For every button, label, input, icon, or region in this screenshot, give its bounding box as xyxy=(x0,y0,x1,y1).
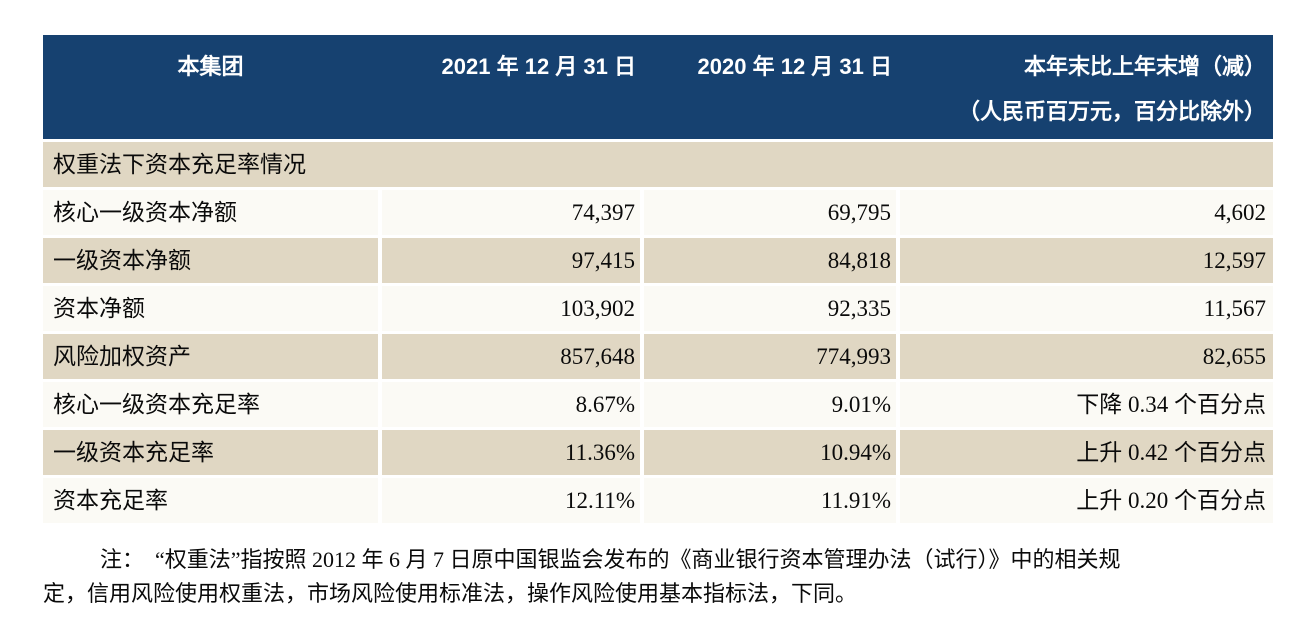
row-value-change: 4,602 xyxy=(900,190,1273,235)
row-value-change: 上升 0.20 个百分点 xyxy=(900,478,1273,523)
row-value-2020: 92,335 xyxy=(644,286,896,331)
header-col-2021: 2021 年 12 月 31 日 xyxy=(441,54,636,79)
row-value-2020: 69,795 xyxy=(644,190,896,235)
table-header: 本集团 2021 年 12 月 31 日 2020 年 12 月 31 日 本年… xyxy=(43,35,1273,139)
row-label: 一级资本充足率 xyxy=(43,430,378,475)
capital-adequacy-table: 本集团 2021 年 12 月 31 日 2020 年 12 月 31 日 本年… xyxy=(43,35,1273,523)
row-value-2020: 9.01% xyxy=(644,382,896,427)
row-value-2020: 84,818 xyxy=(644,238,896,283)
row-label: 资本充足率 xyxy=(43,478,378,523)
row-value-2020: 774,993 xyxy=(644,334,896,379)
table-body: 权重法下资本充足率情况 核心一级资本净额 74,397 69,795 4,602… xyxy=(43,142,1273,523)
row-value-2021: 103,902 xyxy=(382,286,640,331)
row-label: 一级资本净额 xyxy=(43,238,378,283)
header-col-2020: 2020 年 12 月 31 日 xyxy=(697,54,892,79)
row-value-change: 上升 0.42 个百分点 xyxy=(900,430,1273,475)
row-value-change: 82,655 xyxy=(900,334,1273,379)
row-value-2021: 12.11% xyxy=(382,478,640,523)
table-header-row: 本集团 2021 年 12 月 31 日 2020 年 12 月 31 日 本年… xyxy=(43,49,1273,81)
row-value-2021: 11.36% xyxy=(382,430,640,475)
footnote-line-1: 注： “权重法”指按照 2012 年 6 月 7 日原中国银监会发布的《商业银行… xyxy=(100,547,1121,572)
header-col-change: 本年末比上年末增（减） xyxy=(1023,54,1266,79)
header-group-label: 本集团 xyxy=(177,54,244,79)
row-value-2020: 11.91% xyxy=(644,478,896,523)
row-value-change: 12,597 xyxy=(900,238,1273,283)
row-value-2021: 74,397 xyxy=(382,190,640,235)
row-label: 资本净额 xyxy=(43,286,378,331)
row-label: 核心一级资本充足率 xyxy=(43,382,378,427)
row-value-2021: 97,415 xyxy=(382,238,640,283)
footnote-line-2: 定，信用风险使用权重法，市场风险使用标准法，操作风险使用基本指标法，下同。 xyxy=(43,581,858,606)
row-value-2020: 10.94% xyxy=(644,430,896,475)
row-value-2021: 8.67% xyxy=(382,382,640,427)
row-value-change: 11,567 xyxy=(900,286,1273,331)
row-value-change: 下降 0.34 个百分点 xyxy=(900,382,1273,427)
footnote: 注： “权重法”指按照 2012 年 6 月 7 日原中国银监会发布的《商业银行… xyxy=(43,543,1288,611)
section-title-row: 权重法下资本充足率情况 xyxy=(43,142,1273,187)
row-label: 核心一级资本净额 xyxy=(43,190,378,235)
row-value-2021: 857,648 xyxy=(382,334,640,379)
header-unit-note: （人民币百万元，百分比除外） xyxy=(957,99,1266,124)
row-label: 风险加权资产 xyxy=(43,334,378,379)
